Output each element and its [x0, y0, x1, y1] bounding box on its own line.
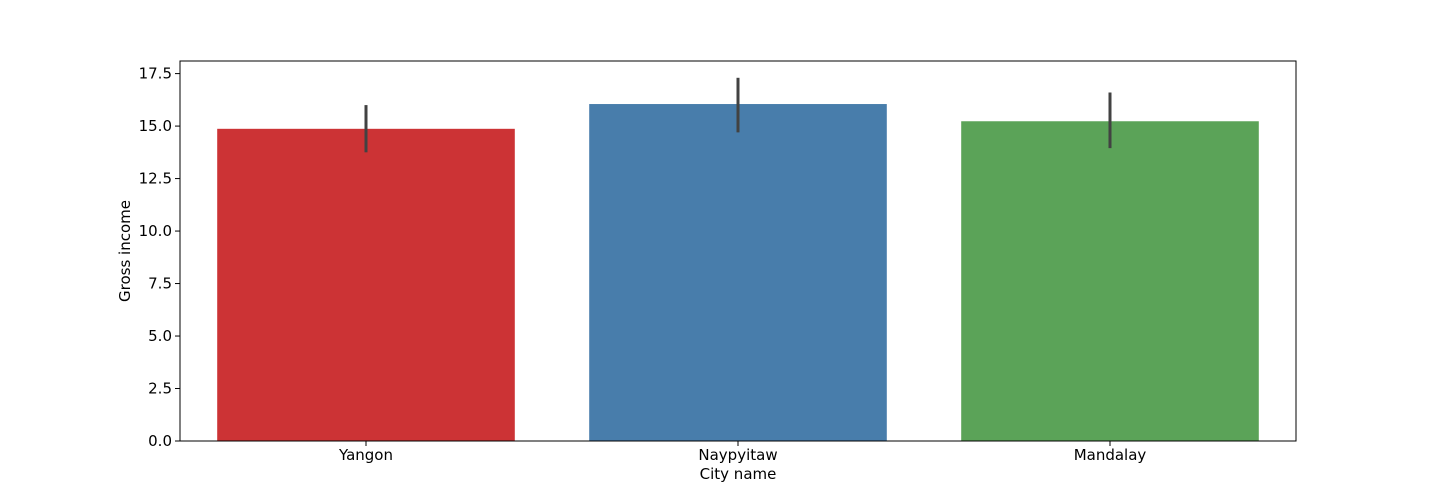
- bar-yangon: [217, 128, 515, 442]
- x-axis: Yangon Naypyitaw Mandalay: [338, 441, 1146, 464]
- bar-naypyitaw: [589, 104, 887, 442]
- bars-layer: [217, 104, 1259, 442]
- y-tick-label: 17.5: [139, 65, 172, 83]
- error-bars-layer: [364, 77, 1112, 153]
- y-tick-label: 5.0: [148, 327, 172, 345]
- x-tick-label: Mandalay: [1074, 446, 1147, 464]
- y-tick-label: 0.0: [148, 432, 172, 450]
- y-axis: 0.0 2.5 5.0 7.5 10.0 12.5 15.0 17.5: [139, 65, 180, 450]
- y-axis-label: Gross income: [116, 200, 134, 302]
- y-tick-label: 10.0: [139, 222, 172, 240]
- bar-mandalay: [961, 121, 1259, 441]
- y-tick-label: 15.0: [139, 117, 172, 135]
- y-tick-label: 7.5: [148, 275, 172, 293]
- x-tick-label: Naypyitaw: [698, 446, 777, 464]
- y-tick-label: 2.5: [148, 380, 172, 398]
- x-tick-label: Yangon: [338, 446, 393, 464]
- x-axis-label: City name: [700, 465, 777, 483]
- y-tick-label: 12.5: [139, 170, 172, 188]
